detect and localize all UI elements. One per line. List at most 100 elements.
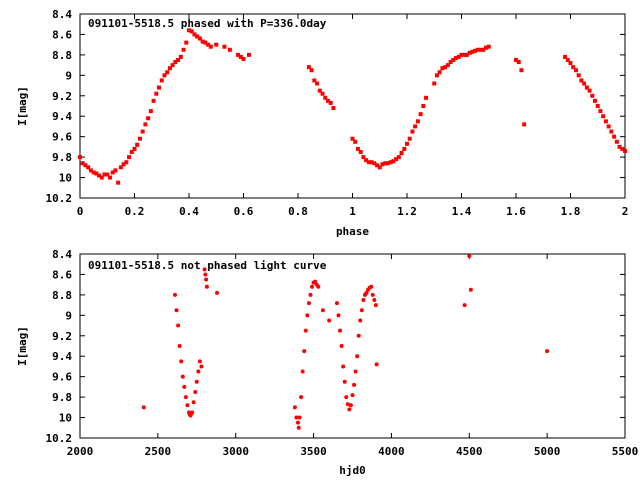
data-point <box>348 403 353 408</box>
data-point <box>118 165 123 170</box>
data-point <box>180 374 185 379</box>
data-points <box>78 28 627 185</box>
data-point <box>83 163 88 168</box>
data-point <box>451 58 456 62</box>
data-point <box>292 405 297 410</box>
data-point <box>140 129 145 134</box>
data-point <box>353 369 358 374</box>
data-point <box>516 60 521 65</box>
data-point <box>364 158 369 163</box>
x-axis-title: phase <box>336 225 369 238</box>
data-point <box>467 254 472 259</box>
y-tick-label: 9.4 <box>52 110 72 123</box>
data-point <box>294 415 299 420</box>
data-point <box>383 161 388 166</box>
data-point <box>246 52 251 57</box>
data-point <box>350 393 355 398</box>
data-point <box>468 287 473 292</box>
data-point <box>467 50 472 55</box>
data-point <box>361 298 366 302</box>
data-point <box>514 58 518 62</box>
data-point <box>99 175 104 180</box>
x-tick-label: 0.8 <box>288 205 308 218</box>
data-point <box>313 279 318 284</box>
data-point <box>132 146 137 151</box>
data-point <box>177 344 182 348</box>
data-point <box>399 151 404 156</box>
y-tick-label: 9.2 <box>52 90 72 103</box>
data-point <box>375 163 380 168</box>
data-point <box>370 292 375 297</box>
data-point <box>102 172 107 177</box>
x-tick-label: 4500 <box>456 445 483 458</box>
data-point <box>347 407 352 412</box>
data-point <box>315 81 320 86</box>
x-tick-label: 3000 <box>222 445 249 458</box>
data-point <box>443 65 448 70</box>
data-point <box>197 359 202 364</box>
data-point <box>405 141 409 146</box>
data-point <box>296 420 300 425</box>
data-point <box>179 359 184 364</box>
data-points <box>141 254 550 430</box>
data-point <box>137 136 142 141</box>
x-tick-label: 5500 <box>612 445 639 458</box>
x-tick-label: 2 <box>622 205 629 218</box>
data-point <box>182 384 187 389</box>
data-point <box>189 29 194 34</box>
data-point <box>86 165 91 170</box>
data-point <box>394 157 399 162</box>
data-point <box>208 44 213 49</box>
data-point <box>222 44 227 49</box>
x-tick-label: 3500 <box>300 445 327 458</box>
x-tick-label: 0.4 <box>179 205 199 218</box>
data-point <box>456 54 461 59</box>
data-point <box>162 73 167 78</box>
data-point <box>358 318 363 323</box>
y-tick-label: 9 <box>65 309 72 322</box>
data-point <box>80 161 85 166</box>
y-tick-label: 9.8 <box>52 151 72 164</box>
data-point <box>380 162 385 167</box>
data-point <box>344 395 349 400</box>
data-point <box>407 136 412 141</box>
data-point <box>568 61 573 66</box>
data-point <box>170 63 175 68</box>
data-point <box>372 161 377 166</box>
data-point <box>107 175 112 180</box>
data-point <box>215 290 220 295</box>
data-point <box>364 290 369 295</box>
data-point <box>418 112 423 117</box>
data-point <box>310 284 315 289</box>
data-point <box>94 171 99 176</box>
data-point <box>309 68 314 73</box>
data-point <box>327 318 332 323</box>
data-point <box>571 65 576 70</box>
data-point <box>317 88 322 93</box>
data-point <box>328 100 333 105</box>
plot-frame <box>79 13 626 199</box>
x-tick-label: 1.8 <box>561 205 581 218</box>
data-point <box>214 42 219 47</box>
x-tick-label: 0.6 <box>234 205 254 218</box>
data-point <box>176 323 181 328</box>
data-point <box>323 95 328 100</box>
data-point <box>200 39 205 44</box>
data-point <box>159 78 164 83</box>
data-point <box>141 405 146 410</box>
data-point <box>620 146 625 151</box>
data-point <box>415 119 420 124</box>
y-tick-label: 8.8 <box>52 49 72 62</box>
data-point <box>88 168 93 173</box>
x-tick-label: 1 <box>349 205 356 218</box>
data-point <box>470 49 475 54</box>
y-tick-label: 9 <box>65 69 72 82</box>
data-point <box>573 68 578 73</box>
data-point <box>584 85 589 90</box>
data-point <box>312 78 317 83</box>
data-point <box>143 122 148 127</box>
data-point <box>199 364 204 369</box>
data-point <box>173 60 178 65</box>
data-point <box>522 122 527 127</box>
